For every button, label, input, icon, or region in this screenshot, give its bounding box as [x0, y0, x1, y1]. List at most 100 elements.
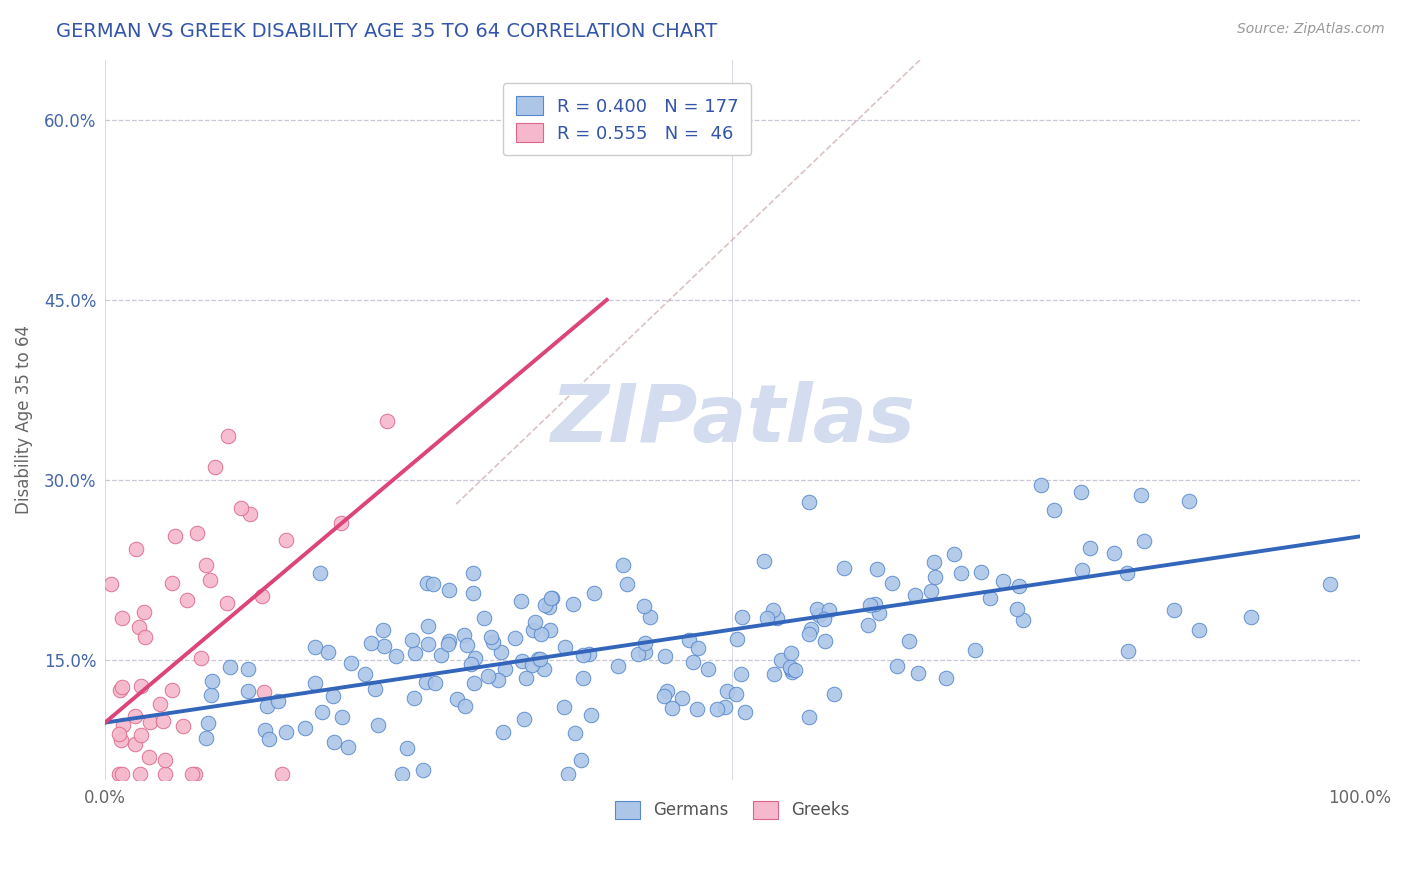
Point [253, 723, 276, 737]
Point [780, 665, 803, 679]
Point [172, 719, 194, 733]
Point [322, 735, 344, 749]
Point [494, 662, 516, 676]
Point [129, 728, 152, 742]
Point [250, 590, 273, 604]
Point [304, 676, 326, 690]
Point [569, 753, 592, 767]
Point [110, 733, 132, 747]
Point [1116, 644, 1139, 658]
Point [152, 714, 174, 729]
Point [267, 694, 290, 708]
Point [1078, 541, 1101, 555]
Point [463, 676, 485, 690]
Point [752, 554, 775, 568]
Point [606, 658, 628, 673]
Point [907, 666, 929, 681]
Point [385, 648, 408, 663]
Point [714, 699, 737, 714]
Point [814, 633, 837, 648]
Point [755, 611, 778, 625]
Point [464, 651, 486, 665]
Point [522, 624, 544, 638]
Point [949, 566, 972, 581]
Y-axis label: Disability Age 35 to 64: Disability Age 35 to 64 [15, 326, 32, 515]
Point [138, 749, 160, 764]
Point [557, 767, 579, 781]
Point [257, 731, 280, 746]
Point [533, 662, 555, 676]
Point [582, 586, 605, 600]
Point [436, 637, 458, 651]
Point [402, 690, 425, 705]
Point [139, 714, 162, 729]
Point [922, 555, 945, 569]
Point [198, 574, 221, 588]
Point [404, 646, 426, 660]
Point [197, 716, 219, 731]
Point [108, 727, 131, 741]
Point [1116, 566, 1139, 581]
Point [538, 600, 561, 615]
Point [425, 676, 447, 690]
Point [520, 658, 543, 673]
Point [294, 721, 316, 735]
Point [274, 533, 297, 547]
Point [813, 612, 835, 626]
Point [391, 767, 413, 781]
Point [730, 667, 752, 681]
Point [634, 636, 657, 650]
Point [655, 683, 678, 698]
Point [111, 611, 134, 625]
Text: GERMAN VS GREEK DISABILITY AGE 35 TO 64 CORRELATION CHART: GERMAN VS GREEK DISABILITY AGE 35 TO 64 … [56, 22, 717, 41]
Point [354, 667, 377, 681]
Point [322, 689, 344, 703]
Point [371, 623, 394, 637]
Point [935, 671, 957, 685]
Point [769, 653, 792, 667]
Point [453, 628, 475, 642]
Point [219, 660, 242, 674]
Point [316, 645, 339, 659]
Point [309, 566, 332, 581]
Point [510, 654, 533, 668]
Point [1008, 579, 1031, 593]
Point [634, 645, 657, 659]
Point [489, 645, 512, 659]
Legend: Germans, Greeks: Germans, Greeks [607, 794, 856, 826]
Point [627, 647, 650, 661]
Point [108, 683, 131, 698]
Point [515, 672, 537, 686]
Point [1240, 609, 1263, 624]
Point [160, 576, 183, 591]
Point [800, 623, 823, 637]
Point [236, 662, 259, 676]
Point [111, 767, 134, 781]
Point [375, 414, 398, 428]
Point [731, 610, 754, 624]
Point [924, 569, 946, 583]
Point [797, 710, 820, 724]
Point [529, 652, 551, 666]
Point [779, 659, 801, 673]
Point [256, 699, 278, 714]
Point [439, 633, 461, 648]
Point [564, 726, 586, 740]
Point [364, 682, 387, 697]
Point [1188, 623, 1211, 637]
Point [415, 675, 437, 690]
Point [238, 683, 260, 698]
Point [571, 648, 593, 663]
Point [780, 662, 803, 676]
Text: Source: ZipAtlas.com: Source: ZipAtlas.com [1237, 22, 1385, 37]
Point [176, 593, 198, 607]
Point [785, 663, 807, 677]
Point [823, 688, 845, 702]
Point [153, 753, 176, 767]
Point [416, 637, 439, 651]
Point [523, 615, 546, 629]
Point [124, 709, 146, 723]
Text: ZIPatlas: ZIPatlas [550, 381, 915, 459]
Point [1163, 603, 1185, 617]
Point [863, 597, 886, 611]
